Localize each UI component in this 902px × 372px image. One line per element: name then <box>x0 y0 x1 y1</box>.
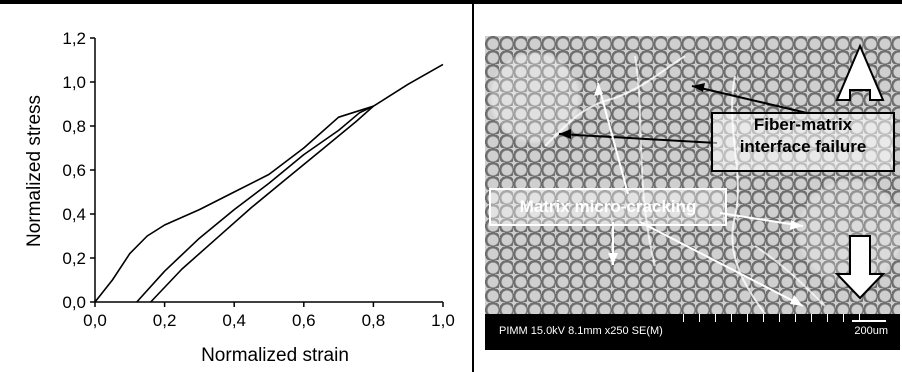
y-tick-label: 0,4 <box>62 205 86 224</box>
annotation-arrows <box>544 43 886 315</box>
label-matrix-micro-cracking: Matrix micro-cracking <box>489 188 727 226</box>
x-tick-label: 0,0 <box>83 311 107 330</box>
y-tick-label: 0,0 <box>62 293 86 312</box>
x-tick-label: 1,0 <box>431 311 455 330</box>
load-arrow-up-icon <box>835 43 885 101</box>
y-tick-label: 0,8 <box>62 117 86 136</box>
panel-divider <box>472 4 474 372</box>
load-arrow-down-icon <box>834 235 886 300</box>
sem-micrograph: Fiber-matrix interface failure Matrix mi… <box>485 36 900 350</box>
x-axis-label: Normalized strain <box>201 345 349 366</box>
x-tick-label: 0,8 <box>362 311 386 330</box>
sem-info-bar: PIMM 15.0kV 8.1mm x250 SE(M) 200um <box>485 314 900 350</box>
y-tick-label: 1,2 <box>62 29 86 48</box>
scale-ticks <box>683 314 873 322</box>
sem-info-text: PIMM 15.0kV 8.1mm x250 SE(M) <box>499 325 663 337</box>
series-line-2 <box>136 105 374 303</box>
scale-bar <box>852 320 886 322</box>
series-line-3 <box>150 63 444 303</box>
y-tick-label: 1,0 <box>62 73 86 92</box>
y-tick-label: 0,6 <box>62 161 86 180</box>
label-interface-line2: interface failure <box>739 137 867 156</box>
scale-label: 200um <box>854 325 888 337</box>
label-cracking-text: Matrix micro-cracking <box>519 197 697 216</box>
label-fiber-matrix-interface-failure: Fiber-matrix interface failure <box>711 112 895 172</box>
micrograph-image <box>485 36 900 316</box>
x-tick-label: 0,2 <box>153 311 177 330</box>
label-interface-line1: Fiber-matrix <box>753 115 853 134</box>
top-rule <box>0 0 902 4</box>
y-tick-label: 0,2 <box>62 249 86 268</box>
y-axis-label: Normalized stress <box>24 95 45 247</box>
series-line-1 <box>94 105 374 303</box>
x-tick-label: 0,6 <box>292 311 316 330</box>
x-tick-label: 0,4 <box>222 311 246 330</box>
stress-strain-chart: 0,0 0,2 0,4 0,6 0,8 1,00,00,20,40,60,81,01,2 … <box>24 29 455 366</box>
